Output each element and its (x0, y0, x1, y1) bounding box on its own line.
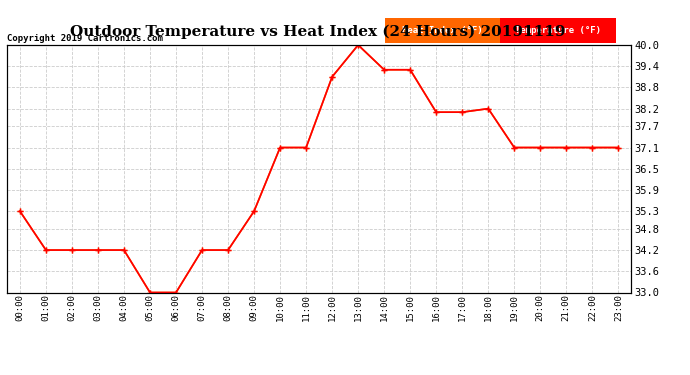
FancyBboxPatch shape (385, 18, 500, 42)
Text: Temperature (°F): Temperature (°F) (515, 26, 601, 34)
Text: Heat Index (°F): Heat Index (°F) (402, 26, 483, 34)
FancyBboxPatch shape (500, 18, 615, 42)
Text: Outdoor Temperature vs Heat Index (24 Hours) 20191119: Outdoor Temperature vs Heat Index (24 Ho… (70, 24, 565, 39)
Text: Copyright 2019 Cartronics.com: Copyright 2019 Cartronics.com (7, 33, 163, 42)
